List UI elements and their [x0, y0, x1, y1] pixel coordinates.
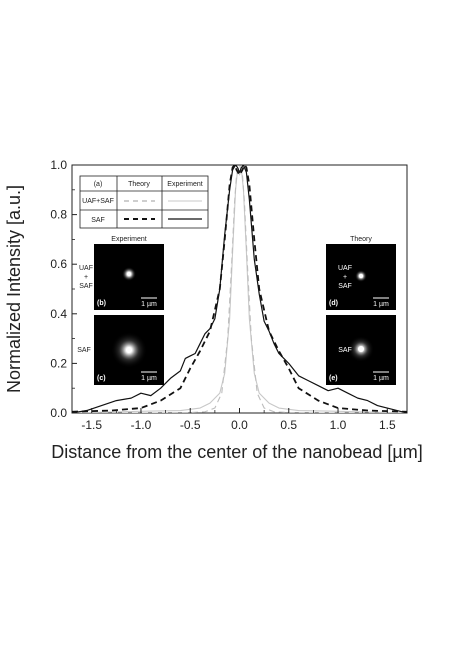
y-tick-label: 0.2 — [50, 356, 67, 370]
inset-b-scale: 1 µm — [141, 301, 157, 308]
x-tick-label: 0.5 — [280, 418, 297, 432]
y-tick-label: 0.8 — [50, 208, 67, 222]
inset-e-scale: 1 µm — [373, 375, 389, 382]
inset-c-scale: 1 µm — [141, 375, 157, 382]
y-tick-label: 1.0 — [50, 158, 67, 172]
x-tick-label: -0.5 — [180, 418, 201, 432]
series-group — [72, 165, 407, 413]
legend-row-saf: SAF — [91, 217, 105, 224]
legend-panel-label: (a) — [94, 181, 103, 188]
y-tick-label: 0.4 — [50, 307, 67, 321]
inset-d-tag: (d) — [329, 300, 338, 307]
series-line-saf-experiment — [72, 165, 407, 413]
legend-table: (a) Theory Experiment UAF+SAF SAF — [79, 175, 209, 229]
inset-group-experiment: Experiment — [111, 236, 146, 243]
x-tick-label: 0.0 — [231, 418, 248, 432]
series-line-uaf-saf-theory — [72, 165, 407, 413]
x-tick-label: -1.0 — [131, 418, 152, 432]
inset-b-tag: (b) — [97, 300, 106, 307]
inset-d-label: UAF + SAF — [338, 265, 352, 290]
ticks-group: -1.5 -1.0 -0.5 0.0 0.5 1.0 1.5 0.0 0.2 0.4 0.6 0.8 1… — [50, 158, 396, 432]
legend-col-theory: Theory — [128, 181, 150, 188]
y-tick-label: 0.0 — [50, 406, 67, 420]
inset-e-tag: (e) — [329, 375, 338, 382]
legend-col-experiment: Experiment — [167, 181, 202, 188]
y-axis-title: Normalized Intensity [a.u.] — [4, 185, 24, 393]
inset-c: SAF (c) 1 µm — [77, 315, 164, 385]
inset-d: UAF + SAF (d) 1 µm — [326, 244, 396, 310]
inset-e-label: SAF — [338, 347, 352, 354]
inset-e: SAF (e) 1 µm — [326, 315, 396, 385]
inset-b-label: UAF + SAF — [79, 265, 93, 290]
inset-b: UAF + SAF (b) 1 µm — [79, 244, 164, 310]
legend-row-uaf-saf: UAF+SAF — [82, 198, 114, 205]
x-tick-label: 1.5 — [379, 418, 396, 432]
inset-group-theory: Theory — [350, 236, 372, 243]
series-line-uaf-saf-experiment — [72, 169, 407, 413]
x-tick-label: 1.0 — [330, 418, 347, 432]
x-tick-label: -1.5 — [81, 418, 102, 432]
inset-c-tag: (c) — [97, 375, 106, 382]
x-axis-title: Distance from the center of the nanobead… — [51, 442, 423, 462]
inset-c-label: SAF — [77, 347, 91, 354]
inset-d-scale: 1 µm — [373, 301, 389, 308]
y-tick-label: 0.6 — [50, 257, 67, 271]
